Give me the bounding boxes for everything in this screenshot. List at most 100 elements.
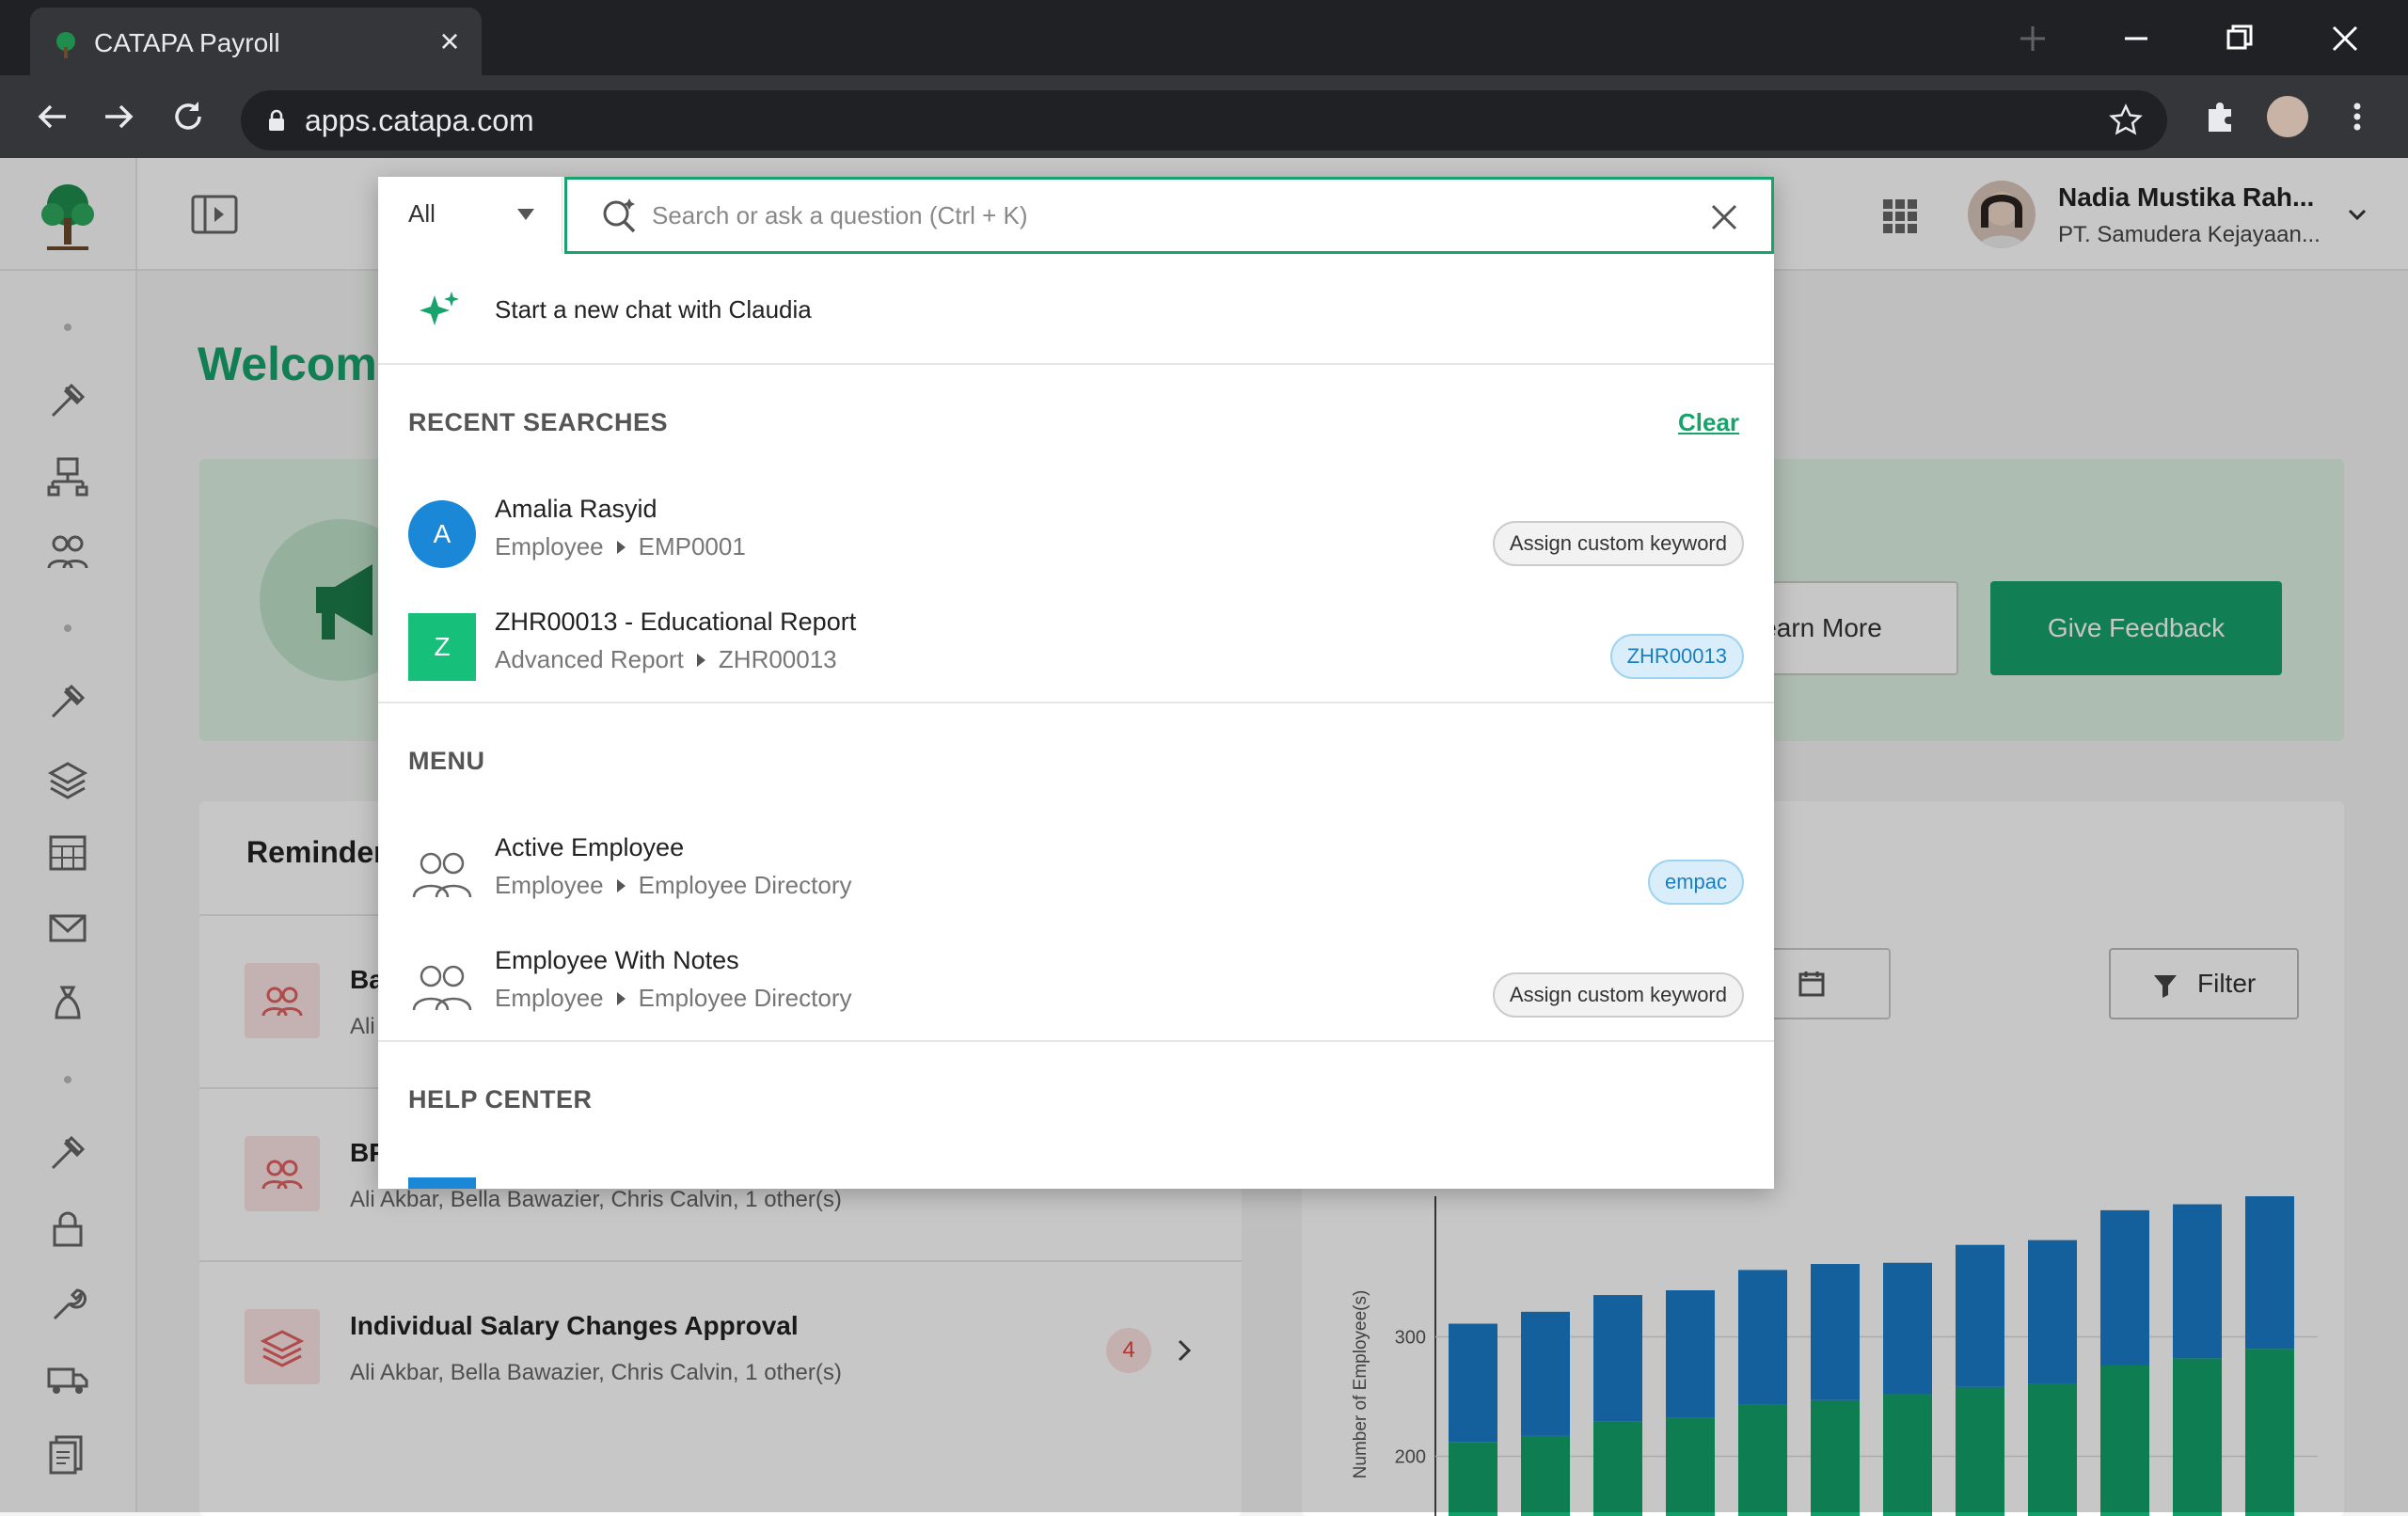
- reload-icon[interactable]: [167, 96, 209, 137]
- recent-search-item[interactable]: A Amalia Rasyid Employee EMP0001 Assign c…: [378, 485, 1774, 598]
- caret-right-icon: [616, 879, 626, 893]
- claudia-chat-option[interactable]: Start a new chat with Claudia: [378, 254, 1774, 365]
- mail-icon[interactable]: [45, 905, 90, 950]
- search-scope-select[interactable]: All: [378, 177, 562, 254]
- chart-bar-series-2: [2173, 1204, 2222, 1359]
- filter-button[interactable]: Filter: [2109, 948, 2299, 1019]
- catapa-tree-icon: [56, 32, 75, 58]
- chart-bar-series-2: [1738, 1270, 1787, 1405]
- url-text: apps.catapa.com: [305, 103, 534, 137]
- chevron-right-icon[interactable]: [1174, 1334, 1196, 1367]
- chart-bar-series-1: [2028, 1383, 2077, 1516]
- minimize-icon[interactable]: [2111, 13, 2162, 64]
- search-box: [564, 177, 1774, 254]
- employees-icon: [245, 1136, 320, 1211]
- documents-icon[interactable]: [45, 1431, 90, 1477]
- chart-bar-series-2: [2028, 1240, 2077, 1384]
- close-icon[interactable]: [1707, 200, 1741, 234]
- kebab-menu-icon[interactable]: [2337, 96, 2378, 137]
- chart-bar-series-1: [2173, 1358, 2222, 1516]
- item-breadcrumb: Employee Employee Directory: [495, 871, 851, 900]
- calendar-grid-icon[interactable]: [45, 829, 90, 875]
- caret-right-icon: [696, 654, 705, 668]
- tab-title: CATAPA Payroll: [94, 28, 280, 57]
- truck-icon[interactable]: [45, 1356, 90, 1401]
- keyword-tag[interactable]: Assign custom keyword: [1492, 972, 1744, 1018]
- catapa-logo-icon[interactable]: [28, 177, 107, 256]
- new-tab-icon[interactable]: [2007, 13, 2058, 64]
- section-divider: [378, 702, 1774, 703]
- caret-right-icon: [616, 541, 626, 555]
- menu-item[interactable]: Active Employee Employee Employee Directo…: [378, 824, 1774, 937]
- keyword-tag[interactable]: empac: [1647, 860, 1744, 905]
- item-detail: Employee Directory: [638, 871, 852, 899]
- chart-bar-series-1: [2245, 1349, 2294, 1516]
- address-bar[interactable]: apps.catapa.com: [241, 90, 2167, 150]
- user-avatar[interactable]: [1968, 181, 2036, 248]
- chevron-down-icon[interactable]: [2344, 205, 2370, 224]
- chart-bar-series-2: [2245, 1196, 2294, 1350]
- claudia-label: Start a new chat with Claudia: [495, 295, 812, 324]
- user-name[interactable]: Nadia Mustika Rah...: [2058, 182, 2315, 212]
- lock-icon[interactable]: [45, 1206, 90, 1251]
- org-chart-icon[interactable]: [45, 453, 90, 498]
- chart-bar-series-2: [1449, 1323, 1497, 1443]
- profile-avatar-icon[interactable]: [2267, 96, 2308, 137]
- extensions-icon[interactable]: [2199, 96, 2241, 137]
- avatar: A: [408, 500, 476, 568]
- tools-icon[interactable]: [45, 378, 90, 423]
- tools-icon[interactable]: [45, 1130, 90, 1176]
- employees-icon[interactable]: [45, 529, 90, 574]
- chart-bar-series-2: [1883, 1262, 1932, 1395]
- keyword-tag[interactable]: Assign custom keyword: [1492, 521, 1744, 566]
- chart-bar-series-1: [1956, 1386, 2004, 1516]
- sidebar-toggle-icon[interactable]: [190, 194, 239, 235]
- item-title: Employee With Notes: [495, 946, 739, 974]
- reminder-row-subtitle: Ali: [350, 1014, 375, 1039]
- sidebar-separator: [64, 324, 71, 331]
- item-category: Employee: [495, 871, 604, 899]
- back-icon[interactable]: [32, 96, 73, 137]
- money-stack-icon[interactable]: [45, 754, 90, 799]
- item-detail: Employee Directory: [638, 984, 852, 1012]
- bookmark-star-icon[interactable]: [2107, 102, 2145, 139]
- money-bag-icon[interactable]: [45, 980, 90, 1025]
- item-title: Active Employee: [495, 833, 685, 861]
- close-window-icon[interactable]: [2320, 13, 2370, 64]
- y-tick-label: 200: [1395, 1447, 1426, 1468]
- sidebar: [0, 158, 137, 1512]
- wrench-icon[interactable]: [45, 1281, 90, 1326]
- employee-chart: 200 300 Number of Employee(s): [1351, 1196, 2318, 1516]
- item-detail: ZHR00013: [718, 645, 837, 673]
- y-tick-label: 300: [1395, 1328, 1426, 1349]
- chart-bar-series-1: [1666, 1417, 1715, 1516]
- caret-right-icon: [616, 992, 626, 1006]
- recent-search-item[interactable]: Z ZHR00013 - Educational Report Advanced…: [378, 598, 1774, 711]
- user-company: PT. Samudera Kejayaan...: [2058, 222, 2321, 247]
- search-input[interactable]: [650, 193, 1685, 238]
- give-feedback-button[interactable]: Give Feedback: [1990, 581, 2282, 675]
- search-scope-value: All: [408, 199, 436, 228]
- count-badge: 4: [1106, 1328, 1151, 1373]
- item-category: Employee: [495, 984, 604, 1012]
- calendar-icon: [1798, 971, 1825, 997]
- clear-recent-link[interactable]: Clear: [1678, 408, 1740, 436]
- tools-icon[interactable]: [45, 679, 90, 724]
- menu-item[interactable]: Employee With Notes Employee Employee Dir…: [378, 937, 1774, 1050]
- reminder-row-subtitle: Ali Akbar, Bella Bawazier, Chris Calvin,…: [350, 1360, 842, 1385]
- apps-grid-icon[interactable]: [1881, 197, 1919, 235]
- section-divider: [378, 1040, 1774, 1042]
- item-category: Employee: [495, 532, 604, 561]
- forward-icon[interactable]: [98, 96, 139, 137]
- menu-heading: MENU: [408, 747, 485, 775]
- tab-close-icon[interactable]: ×: [439, 22, 460, 60]
- reminder-row-subtitle: Ali Akbar, Bella Bawazier, Chris Calvin,…: [350, 1187, 842, 1212]
- money-stack-icon: [245, 1309, 320, 1384]
- item-detail: EMP0001: [638, 532, 746, 561]
- restore-icon[interactable]: [2214, 13, 2265, 64]
- recent-searches-heading: RECENT SEARCHES: [408, 408, 669, 436]
- keyword-tag[interactable]: ZHR00013: [1609, 634, 1744, 679]
- browser-tab[interactable]: CATAPA Payroll ×: [30, 8, 482, 75]
- reminder-row[interactable]: Individual Salary Changes Approval Ali A…: [199, 1260, 1242, 1433]
- user-photo-icon: [1977, 192, 2026, 248]
